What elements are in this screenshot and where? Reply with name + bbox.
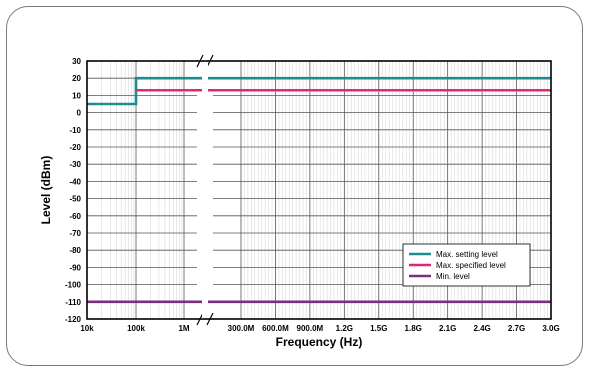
y-tick-label: -40 [69,177,81,186]
y-tick-label: -10 [69,126,81,135]
x-tick-labels: 10k 100k 1M 300.0M 600.0M 900.0M 1.2G 1.5G 1.8G 2… [80,324,559,333]
y-tick-label: 0 [77,109,82,118]
x-tick-label: 300.0M [228,324,255,333]
y-tick-label: 10 [72,91,81,100]
legend-label-2: Min. level [436,272,470,281]
legend-label-1: Max. specified level [436,261,506,270]
x-tick-label: 1.5G [370,324,387,333]
x-tick-label: 1M [178,324,189,333]
y-tick-label: 30 [72,57,81,66]
y-tick-label: -70 [69,229,81,238]
y-axis-title: Level (dBm) [39,156,53,225]
y-tick-label: -90 [69,263,81,272]
series-lines [87,62,551,318]
y-tick-label: -110 [65,298,81,307]
y-tick-label: -60 [69,212,81,221]
x-axis-title: Frequency (Hz) [276,335,363,349]
x-tick-label: 2.1G [439,324,456,333]
chart-frame [6,6,583,366]
y-tick-label: 20 [72,74,81,83]
x-tick-label: 900.0M [297,324,324,333]
series-break-gap [202,62,208,318]
y-tick-label: -50 [69,195,81,204]
legend: Max. setting level Max. specified level Mi… [402,243,531,287]
y-tick-label: -20 [69,143,81,152]
x-tick-label: 3.0G [542,324,559,333]
plot-border [86,60,552,320]
x-tick-label: 2.4G [473,324,490,333]
grid-lines [86,60,552,320]
x-tick-label: 1.8G [405,324,422,333]
y-tick-label: -100 [65,281,82,290]
legend-label-0: Max. setting level [436,250,498,259]
x-tick-label: 10k [80,324,94,333]
y-tick-label: -120 [65,315,82,324]
x-tick-label: 100k [127,324,145,333]
x-tick-label: 2.7G [508,324,525,333]
x-tick-label: 600.0M [262,324,289,333]
y-tick-labels: 30 20 10 0 -10 -20 -30 -40 -50 -60 -70 -80 -90 -100 -1… [65,57,82,324]
y-tick-label: -80 [69,246,81,255]
y-tick-label: -30 [69,160,81,169]
x-tick-label: 1.2G [336,324,353,333]
